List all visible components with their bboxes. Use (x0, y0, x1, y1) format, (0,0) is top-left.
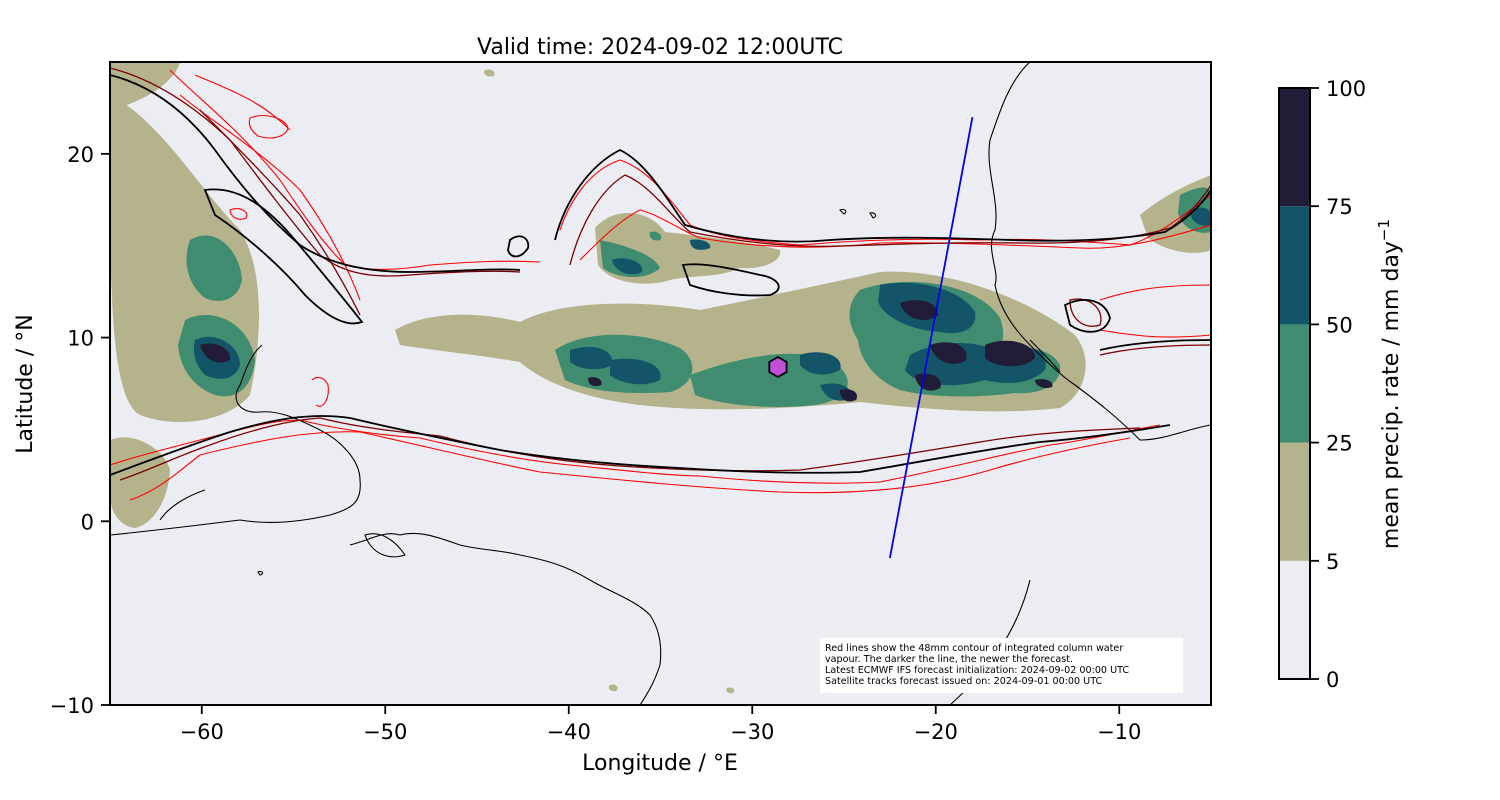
x-tick-label: −40 (547, 720, 591, 744)
x-axis-label: Longitude / °E (582, 751, 738, 776)
hexagon-marker (768, 355, 788, 379)
info-line: Latest ECMWF IFS forecast initialization… (825, 665, 1129, 676)
x-tick-label: −20 (914, 720, 958, 744)
colorbar-tick-label: 75 (1326, 195, 1353, 219)
colorbar-label-superscript: −1 (1375, 219, 1393, 241)
colorbar-segment (1279, 88, 1310, 207)
colorbar-segment (1279, 324, 1310, 443)
colorbar-tick-label: 100 (1326, 77, 1366, 101)
y-tick-label: −10 (50, 694, 94, 718)
colorbar-tick-label: 5 (1326, 550, 1339, 574)
precipitation-field (110, 62, 1211, 694)
x-tick-label: −50 (363, 720, 407, 744)
x-tick-label: −30 (730, 720, 774, 744)
map-plot-area (109, 61, 1212, 706)
y-tick-label: 0 (81, 510, 94, 534)
colorbar-segment (1279, 442, 1310, 561)
colorbar-segment (1279, 560, 1310, 679)
colorbar-tick-label: 0 (1326, 668, 1339, 692)
y-axis: −10 0 10 20 (50, 143, 110, 718)
info-box: Red lines show the 48mm contour of integ… (820, 638, 1183, 693)
info-box-background (820, 638, 1183, 693)
y-tick-label: 10 (67, 327, 94, 351)
satellite-track-line (888, 116, 974, 559)
colorbar-frame (1278, 87, 1311, 680)
colorbar-label: mean precip. rate / mm day−1 (1375, 219, 1404, 549)
iwv-contours-newer (110, 67, 1211, 481)
colorbar-segment (1279, 206, 1310, 325)
map-frame (109, 61, 1212, 706)
y-tick-label: 20 (67, 143, 94, 167)
iwv-contours-older (110, 69, 1211, 501)
colorbar: 0 5 25 50 75 100 (1278, 77, 1366, 692)
y-axis-label: Latitude / °N (13, 314, 38, 453)
info-line: Satellite tracks forecast issued on: 202… (825, 676, 1102, 687)
x-tick-label: −60 (180, 720, 224, 744)
colorbar-label-text: mean precip. rate / mm day (1379, 241, 1404, 549)
plot-title: Valid time: 2024-09-02 12:00UTC (477, 35, 843, 60)
iwv-contours-latest (110, 74, 1211, 476)
x-axis: −60 −50 −40 −30 −20 −10 (180, 705, 1141, 744)
info-line: Red lines show the 48mm contour of integ… (825, 643, 1123, 654)
x-tick-label: −10 (1097, 720, 1141, 744)
precip-level-75-100 (200, 300, 1053, 402)
info-line: vapour. The darker the line, the newer t… (825, 654, 1073, 665)
colorbar-tick-label: 25 (1326, 432, 1353, 456)
colorbar-tick-label: 50 (1326, 313, 1353, 337)
